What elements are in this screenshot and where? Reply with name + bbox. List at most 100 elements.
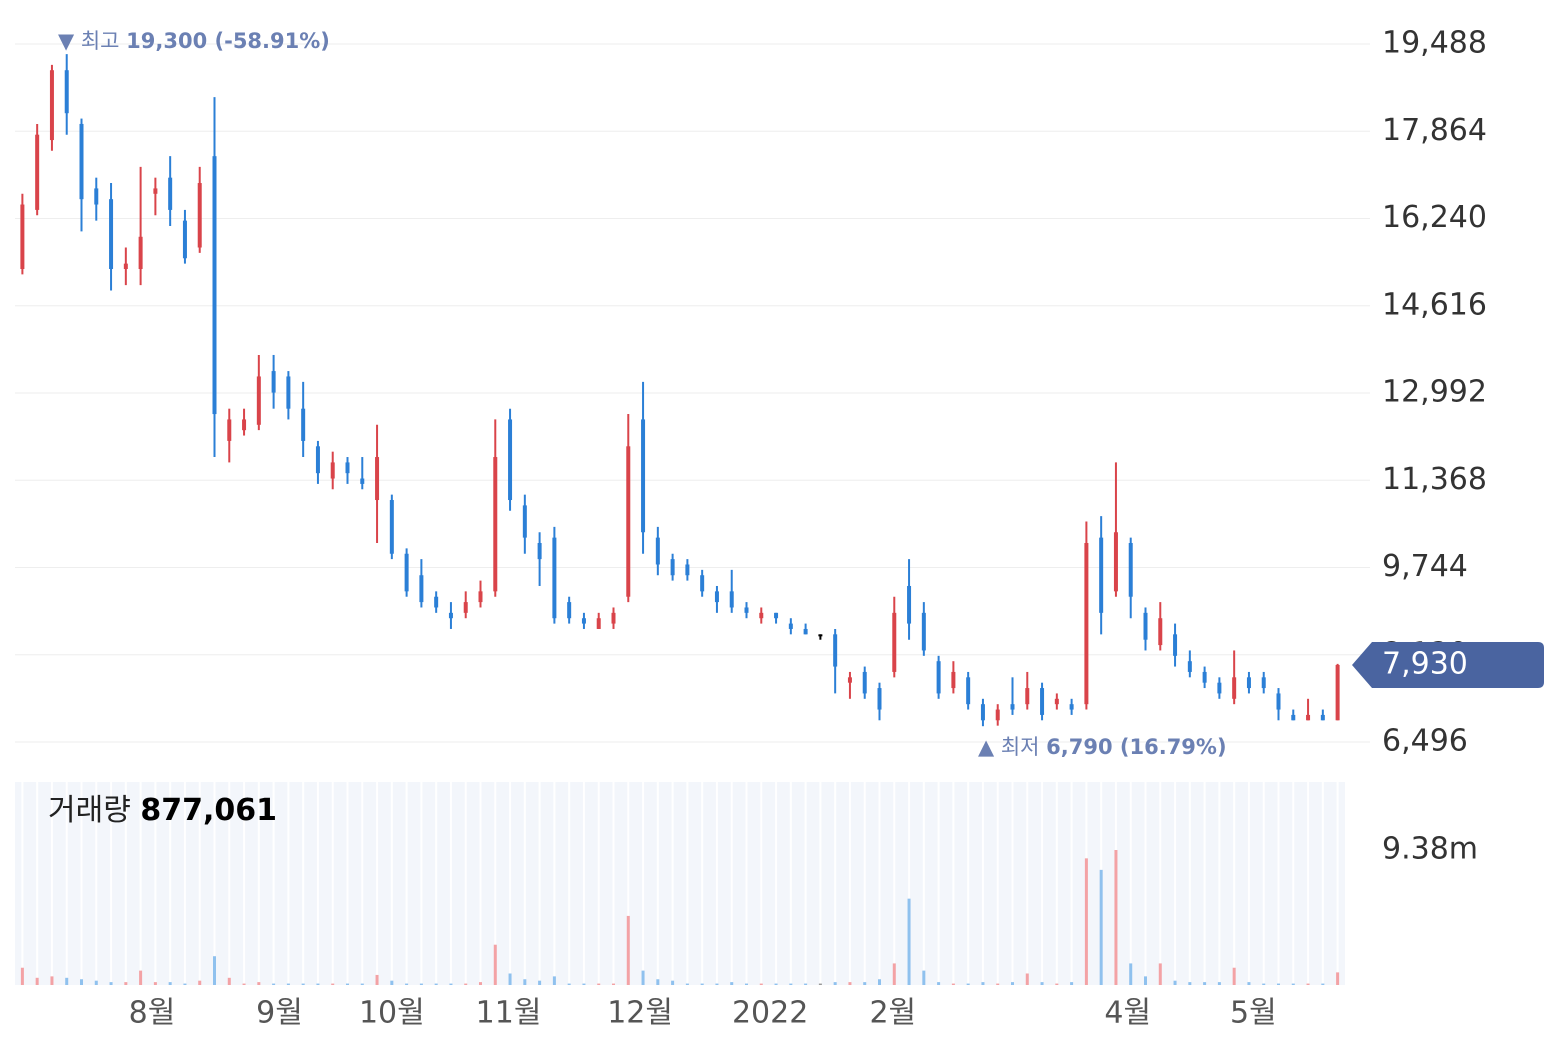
candle-body [404, 553, 409, 592]
candle-body [434, 596, 439, 608]
volume-bar [479, 982, 482, 985]
candle-body [744, 607, 749, 613]
candle-body [301, 408, 306, 441]
volume-bar [109, 982, 113, 985]
candle-body [389, 500, 394, 554]
volume-bar [597, 983, 601, 985]
grid [15, 43, 1370, 743]
volume-bar [419, 983, 423, 985]
y-tick-label: 11,368 [1382, 462, 1487, 497]
candle-body [951, 671, 956, 689]
volume-bar [272, 983, 276, 985]
candle-body [64, 70, 69, 114]
volume-bar [804, 983, 808, 985]
volume-bar [449, 983, 453, 985]
volume-bar [35, 977, 39, 985]
y-tick-label: 9,744 [1382, 549, 1468, 584]
volume-bar [242, 983, 246, 985]
candle-body [1232, 677, 1237, 699]
candle-body [271, 371, 276, 393]
volume-bar [523, 979, 527, 985]
x-tick-label: 10월 [359, 996, 425, 1031]
y-tick-label: 12,992 [1382, 375, 1487, 410]
candle-body [1069, 704, 1074, 710]
volume-bar [789, 983, 793, 985]
volume-bar [730, 982, 734, 985]
volume-bar [774, 983, 778, 985]
candle-body [759, 612, 764, 619]
candle-body [685, 564, 690, 576]
volume-title: 거래량 877,061 [48, 793, 277, 828]
candle-body [508, 419, 513, 501]
y-tick-label: 19,488 [1382, 26, 1487, 61]
low-annotation: ▲ 최저 6,790 (16.79%) [978, 735, 1227, 759]
volume-bar [641, 970, 645, 985]
volume-bar [922, 970, 926, 985]
volume-bar [94, 980, 98, 985]
candle-body [330, 462, 335, 479]
candle-body [197, 183, 202, 248]
volume-bar [1262, 983, 1266, 985]
low-value: 6,790 (16.79%) [1046, 735, 1226, 759]
candle-body [980, 704, 985, 721]
candle-body [1261, 677, 1266, 689]
volume-bar [552, 976, 556, 985]
volume-bar [1011, 982, 1014, 985]
volume-bar [360, 983, 364, 985]
volume-bar [1247, 982, 1251, 985]
candle-body [153, 188, 158, 194]
candle-body [567, 602, 572, 619]
volume-bar [759, 983, 763, 985]
candle-body [655, 537, 660, 565]
volume-bar [390, 980, 394, 985]
high-value: 19,300 (-58.91%) [126, 29, 330, 53]
candle-body [1173, 634, 1178, 656]
volume-bar [863, 982, 867, 985]
volume-bar [848, 982, 852, 985]
volume-bar [493, 944, 497, 985]
x-tick-label: 4월 [1104, 996, 1151, 1031]
candle-body [537, 543, 542, 560]
candle-body [138, 236, 143, 270]
volume-bar [1055, 983, 1059, 985]
volume-bar [1070, 982, 1074, 985]
candle-body [419, 575, 424, 603]
volume-bar [124, 982, 128, 985]
candle-body [641, 419, 646, 533]
candle-body [1158, 618, 1163, 646]
volume-bar [434, 983, 438, 985]
volume-bar [700, 983, 704, 985]
volume-bar [227, 977, 231, 985]
y-tick-label: 17,864 [1382, 113, 1487, 148]
low-label: ▲ 최저 [978, 735, 1039, 759]
volume-bar [1277, 983, 1280, 985]
volume-bar [582, 983, 586, 985]
candle-body [168, 177, 173, 210]
candle-body [182, 220, 187, 259]
candle-body [79, 123, 84, 200]
volume-bar [1336, 972, 1340, 985]
candle-body [478, 591, 483, 603]
candle-body [877, 688, 882, 710]
volume-bar [139, 970, 143, 985]
candle-body [1054, 698, 1059, 705]
volume-bar [405, 983, 409, 985]
volume-bar [685, 983, 689, 985]
current-price-label: 7,930 [1382, 646, 1468, 681]
candle-body [892, 612, 897, 672]
candle-body [1187, 661, 1192, 672]
volume-bar [981, 982, 985, 985]
candle-body [360, 478, 365, 484]
volume-bar [153, 982, 157, 985]
candle-body [227, 419, 232, 441]
candle-body [1202, 671, 1207, 683]
volume-bar [1232, 967, 1236, 985]
volume-bar [1114, 850, 1118, 985]
candle-body [242, 419, 247, 431]
volume-bar [80, 979, 83, 985]
volume-bar [1129, 963, 1133, 985]
volume-bar [183, 983, 187, 985]
volume-bar [257, 982, 261, 985]
